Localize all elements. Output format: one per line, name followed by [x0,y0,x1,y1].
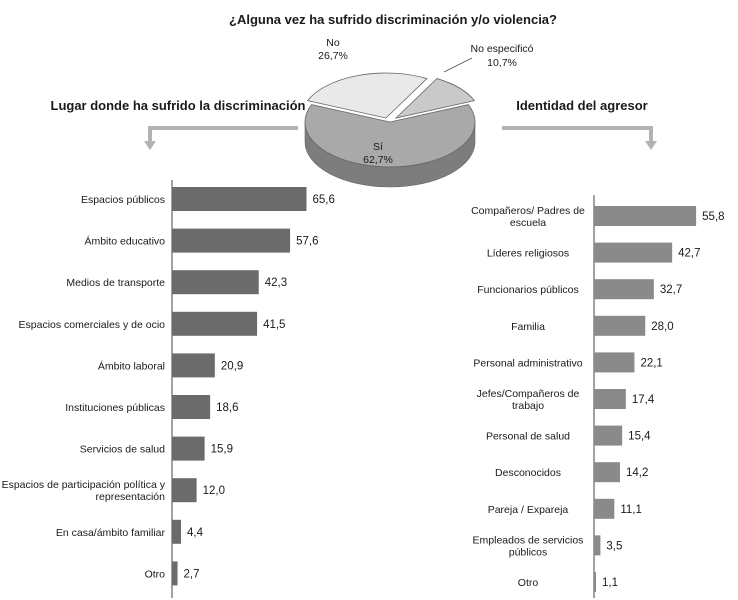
bar-left-bars-2 [172,270,259,295]
category-label: Espacios de participación política y [2,479,166,491]
bar-left-bars-5 [172,395,211,419]
data-label: 14,2 [626,467,648,479]
category-label: Jefes/Compañeros de [477,388,580,400]
pie-value-si: 62,7% [363,154,393,166]
data-label: 42,7 [678,248,700,260]
category-label: públicos [509,546,548,558]
data-label: 41,5 [263,319,285,331]
data-label: 17,4 [632,394,655,406]
category-label: Familia [511,321,545,333]
category-label: Líderes religiosos [487,248,569,260]
bar-right-bars-1 [594,242,673,263]
data-label: 1,1 [602,577,618,589]
bar-left-bars-4 [172,353,215,378]
pie-slice-0 [304,104,476,168]
bar-left-bars-6 [172,436,205,461]
data-label: 18,6 [216,402,238,414]
category-label: En casa/ámbito familiar [56,527,166,539]
bar-right-bars-6 [594,425,623,446]
category-label: Personal administrativo [473,357,582,369]
data-label: 4,4 [187,527,204,539]
data-label: 15,9 [211,444,233,456]
data-label: 22,1 [640,357,662,369]
data-label: 57,6 [296,236,318,248]
category-label: Servicios de salud [80,444,165,456]
category-label: Otro [145,568,166,580]
data-label: 3,5 [606,540,622,552]
data-label: 55,8 [702,211,724,223]
data-label: 12,0 [203,485,225,497]
bar-right-bars-5 [594,389,626,409]
bar-left-bars-8 [172,519,182,544]
bar-right-bars-4 [594,352,635,373]
category-label: representación [96,491,166,503]
left-arrow-line [148,126,298,142]
bar-right-bars-7 [594,462,620,483]
pie-leader-line [443,57,473,73]
connector-arrows [144,126,657,150]
bar-left-bars-9 [172,561,178,586]
category-label: Desconocidos [495,467,561,479]
pie-label-no: No [326,37,340,49]
category-label: Empleados de servicios [473,534,584,546]
right-arrow-head [645,141,657,150]
bar-right-bars-0 [594,206,697,226]
left-arrow-head [144,141,156,150]
bar-right-bars-9 [594,535,601,556]
category-label: Compañeros/ Padres de [471,205,585,217]
bar-left-bars-1 [172,228,291,253]
bar-left-bars-7 [172,478,197,503]
pie-label-no-especifico: No especificó [470,43,533,55]
bar-right-bars-8 [594,498,615,519]
data-label: 11,1 [620,504,642,516]
category-label: Ámbito laboral [98,359,165,372]
category-label: Personal de salud [486,431,570,443]
right-arrow-line [502,126,653,142]
pie-title: ¿Alguna vez ha sufrido discriminación y/… [229,12,557,27]
category-label: trabajo [512,400,544,412]
category-label: Pareja / Expareja [488,504,569,516]
category-label: Espacios comerciales y de ocio [19,319,166,331]
category-label: Espacios públicos [81,194,165,206]
pie-value-no: 26,7% [318,50,348,62]
data-label: 2,7 [184,568,200,580]
bar-right-bars-3 [594,315,646,336]
pie-slice-2 [394,78,476,119]
pie-value-no-especifico: 10,7% [487,57,517,69]
bar-right-bars-2 [594,279,654,300]
left-chart-title: Lugar donde ha sufrido la discriminación [51,98,306,113]
bar-left-bars-0 [172,187,307,211]
category-label: Ámbito educativo [84,235,165,248]
data-label: 65,6 [312,194,334,206]
category-label: Otro [518,577,539,589]
bar-right-bars-10 [594,572,597,592]
pie-slice-1 [306,72,428,119]
data-label: 20,9 [221,360,243,372]
bar-left-bars-3 [172,311,258,336]
category-label: Medios de transporte [66,277,165,289]
category-label: Funcionarios públicos [477,284,579,296]
data-label: 15,4 [628,431,651,443]
data-label: 28,0 [651,321,673,333]
left-bar-chart: 65,6 Espacios públicos 57,6 Ámbito educativ… [2,180,335,598]
right-chart-title: Identidad del agresor [516,98,647,113]
category-label: Instituciones públicas [65,402,165,414]
data-label: 32,7 [660,284,682,296]
category-label: escuela [510,217,546,229]
pie-label-si: Sí [373,141,383,153]
data-label: 42,3 [265,277,287,289]
